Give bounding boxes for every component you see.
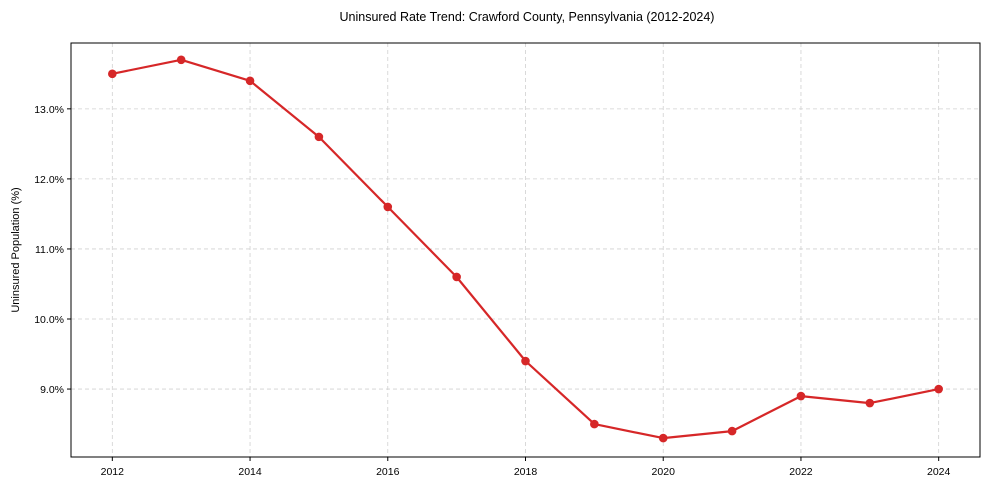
x-tick-label: 2014 (238, 466, 262, 478)
data-point-marker (245, 76, 255, 86)
data-point-marker (658, 433, 668, 443)
grid-lines (71, 43, 980, 457)
data-point-marker (590, 419, 599, 429)
data-point-marker (865, 398, 875, 408)
y-tick-label: 9.0% (40, 384, 64, 396)
y-tick-label: 12.0% (34, 174, 64, 186)
data-point-marker (176, 55, 186, 65)
data-point-marker (314, 132, 324, 142)
data-point-marker (934, 384, 943, 394)
y-axis-ticks: 9.0% 10.0% 11.0% 12.0% 13.0% (34, 104, 71, 396)
chart-title: Uninsured Rate Trend: Crawford County, P… (340, 10, 715, 24)
data-point-marker (727, 426, 737, 436)
y-tick-label: 11.0% (35, 244, 64, 256)
x-tick-label: 2018 (514, 466, 538, 478)
x-tick-label: 2016 (376, 466, 400, 478)
data-point-marker (383, 202, 393, 212)
x-axis-ticks: 2012 2014 2016 2018 2020 2022 2024 (101, 457, 951, 478)
y-tick-label: 13.0% (34, 104, 64, 116)
x-tick-label: 2012 (101, 466, 125, 478)
y-axis-label: Uninsured Population (%) (10, 187, 22, 312)
data-point-marker (452, 272, 461, 282)
data-point-marker (796, 391, 806, 401)
data-series (108, 55, 943, 443)
x-tick-label: 2024 (927, 466, 951, 478)
data-point-marker (108, 69, 117, 79)
x-tick-label: 2022 (789, 466, 813, 478)
y-tick-label: 10.0% (34, 314, 64, 326)
x-tick-label: 2020 (652, 466, 676, 478)
data-point-marker (521, 356, 530, 366)
